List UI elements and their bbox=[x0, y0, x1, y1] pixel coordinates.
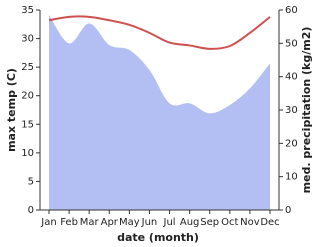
x-tick-label: Jun bbox=[141, 217, 158, 228]
x-tick-label: Oct bbox=[221, 217, 238, 228]
y-tick-label: 35 bbox=[21, 5, 34, 16]
x-axis-label: date (month) bbox=[117, 231, 199, 244]
x-tick-label: Nov bbox=[240, 217, 260, 228]
y2-tick-label: 40 bbox=[285, 72, 298, 83]
y-tick-label: 5 bbox=[28, 176, 34, 187]
y-tick-label: 25 bbox=[21, 62, 34, 73]
y2-axis-label: med. precipitation (kg/m2) bbox=[300, 27, 313, 194]
x-tick-label: May bbox=[119, 217, 140, 228]
y-tick-label: 10 bbox=[21, 148, 34, 159]
precipitation-area bbox=[49, 15, 270, 210]
y-axis-label: max temp (C) bbox=[5, 68, 18, 152]
y2-tick-label: 0 bbox=[285, 205, 291, 216]
y-tick-label: 30 bbox=[21, 34, 34, 45]
x-tick-label: Jan bbox=[40, 217, 56, 228]
x-tick-label: Jul bbox=[163, 217, 176, 228]
y-tick-label: 15 bbox=[21, 119, 34, 130]
y2-tick-label: 30 bbox=[285, 105, 298, 116]
y-tick-label: 20 bbox=[21, 91, 34, 102]
y2-tick-label: 50 bbox=[285, 38, 298, 49]
y2-tick-label: 20 bbox=[285, 138, 298, 149]
y2-tick-label: 10 bbox=[285, 172, 298, 183]
x-tick-label: Aug bbox=[180, 217, 200, 228]
y-tick-label: 0 bbox=[28, 205, 34, 216]
x-tick-label: Mar bbox=[80, 217, 100, 228]
x-tick-label: Sep bbox=[200, 217, 219, 228]
temperature-line bbox=[48, 15, 271, 50]
x-tick-label: Feb bbox=[60, 217, 78, 228]
x-tick-label: Dec bbox=[260, 217, 279, 228]
y2-tick-label: 60 bbox=[285, 5, 298, 16]
x-tick-label: Apr bbox=[101, 217, 119, 228]
